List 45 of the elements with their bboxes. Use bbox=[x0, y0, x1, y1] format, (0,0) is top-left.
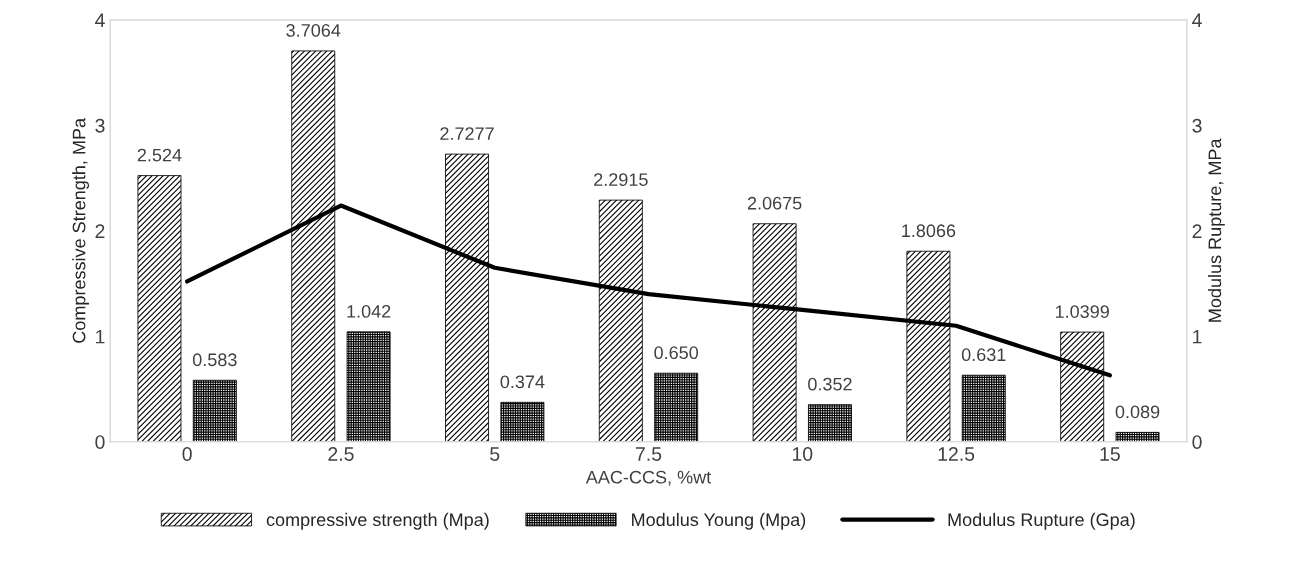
data-label: 0.374 bbox=[500, 375, 545, 389]
x-tick-label: 12.5 bbox=[938, 447, 975, 461]
data-label: 2.0675 bbox=[747, 196, 802, 210]
bar bbox=[961, 374, 1006, 442]
y-tick-label: 2 bbox=[95, 224, 105, 238]
y2-tick-label: 4 bbox=[1192, 13, 1202, 27]
bar bbox=[1115, 431, 1160, 442]
x-tick-label: 15 bbox=[1100, 447, 1120, 461]
legend-label: compressive strength (Mpa) bbox=[266, 512, 489, 530]
data-label: 0.352 bbox=[808, 377, 852, 391]
y-tick-label: 4 bbox=[95, 13, 105, 27]
bar bbox=[137, 175, 182, 442]
bar bbox=[808, 404, 852, 442]
y-tick-label: 0 bbox=[95, 435, 105, 449]
bar bbox=[346, 331, 391, 442]
bar bbox=[654, 372, 699, 442]
data-label: 0.650 bbox=[654, 346, 699, 360]
y2-tick-label: 0 bbox=[1192, 435, 1202, 449]
x-tick-label: 5 bbox=[490, 447, 500, 461]
data-label: 1.8066 bbox=[902, 224, 956, 238]
data-label: 2.7277 bbox=[440, 127, 494, 140]
data-label: 0.583 bbox=[192, 353, 237, 367]
data-label: 2.524 bbox=[137, 148, 182, 162]
data-label: 1.0399 bbox=[1055, 305, 1109, 318]
legend-label: Modulus Young (Mpa) bbox=[632, 512, 806, 530]
bar bbox=[192, 379, 237, 442]
y-tick-label: 1 bbox=[96, 329, 105, 344]
legend-label: Modulus Rupture (Gpa) bbox=[948, 512, 1135, 530]
y2-tick-label: 1 bbox=[1193, 329, 1202, 344]
x-axis-title: AAC-CCS, %wt bbox=[585, 470, 712, 486]
y2-tick-label: 2 bbox=[1192, 224, 1202, 238]
x-tick-label: 10 bbox=[792, 447, 813, 461]
y2-axis-title: Modulus Rupture, MPa bbox=[1207, 138, 1225, 322]
data-label: 2.2915 bbox=[594, 173, 648, 186]
x-tick-label: 2.5 bbox=[328, 447, 354, 461]
x-tick-label: 0 bbox=[182, 447, 192, 461]
data-label: 0.631 bbox=[961, 348, 1006, 362]
data-label: 1.042 bbox=[347, 304, 391, 318]
y-tick-label: 3 bbox=[95, 118, 105, 133]
y-axis-title: Compressive Strength, MPa bbox=[72, 117, 90, 343]
data-label: 0.089 bbox=[1115, 405, 1160, 419]
x-tick-label: 7.5 bbox=[635, 447, 662, 461]
bar bbox=[500, 401, 545, 442]
y2-tick-label: 3 bbox=[1192, 118, 1202, 133]
data-label: 3.7064 bbox=[286, 24, 341, 37]
